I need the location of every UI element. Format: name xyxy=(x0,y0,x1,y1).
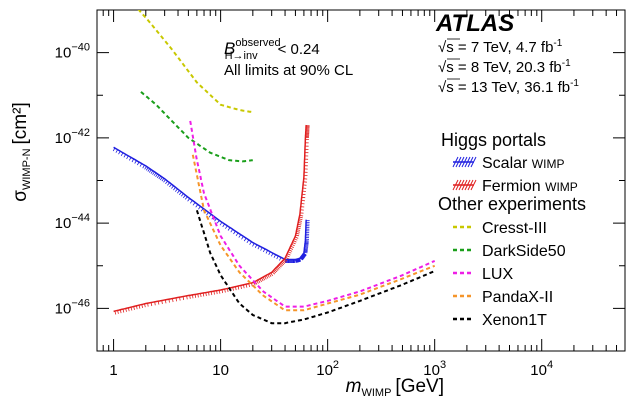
energy-lines: √s = 7 TeV, 4.7 fb-1 √s = 8 TeV, 20.3 fb-… xyxy=(438,38,579,96)
legend-label: Xenon1T xyxy=(482,312,547,329)
branching-ratio-cut: Bobserved H→inv < 0.24 xyxy=(224,37,320,62)
axis-ticks xyxy=(96,9,626,352)
legend-swatch-hatch xyxy=(452,179,477,191)
legend-item-xenon1t: Xenon1T xyxy=(453,312,547,329)
y-tick-label: 10−40 xyxy=(55,42,90,62)
legend-item-scalar-wimp: Scalar WIMP xyxy=(452,155,564,172)
x-tick-label: 102 xyxy=(316,359,339,379)
energy-line: √s = 7 TeV, 4.7 fb-1 xyxy=(438,38,563,56)
series-line-xenon1t xyxy=(195,210,436,325)
legend-item-darkside50: DarkSide50 xyxy=(453,243,566,260)
legend-label: Cresst-III xyxy=(482,220,547,237)
limit-curves xyxy=(112,10,436,325)
energy-line: √s = 8 TeV, 20.3 fb-1 xyxy=(438,58,571,76)
series-line-darkside50 xyxy=(140,91,253,163)
series-line-cresst-iii xyxy=(137,10,253,114)
legend-swatch-hatch xyxy=(452,156,477,168)
y-axis-title: σWIMP-N[cm²] xyxy=(10,102,33,202)
legend-header-other: Other experiments xyxy=(438,194,586,214)
x-tick-labels: 1 10 102 103 104 xyxy=(109,359,553,379)
series-line-fermion-wimp xyxy=(113,124,307,313)
legend-header-higgs: Higgs portals xyxy=(441,130,546,150)
legend-label: Fermion WIMP xyxy=(482,178,578,195)
legend-label: PandaX-II xyxy=(482,289,553,306)
y-tick-labels: 10−46 10−44 10−42 10−40 xyxy=(55,42,90,318)
legend: Higgs portals Other experiments Scalar WIM… xyxy=(438,130,586,329)
energy-line: √s = 13 TeV, 36.1 fb-1 xyxy=(438,78,579,96)
series-line-lux xyxy=(189,120,436,308)
x-tick-label: 1 xyxy=(109,362,117,379)
x-tick-label: 104 xyxy=(530,359,553,379)
series-line-pandax-ii xyxy=(191,154,436,312)
x-tick-label: 103 xyxy=(423,359,446,379)
legend-item-fermion-wimp: Fermion WIMP xyxy=(452,178,578,195)
x-tick-label: 10 xyxy=(212,362,229,379)
series-hatch-fermion-wimp xyxy=(114,125,310,315)
legend-label: Scalar WIMP xyxy=(482,155,564,172)
confidence-level-note: All limits at 90% CL xyxy=(224,62,353,79)
legend-item-pandax-ii: PandaX-II xyxy=(453,289,553,306)
y-tick-label: 10−44 xyxy=(55,212,90,232)
atlas-label: ATLAS xyxy=(435,10,514,37)
series-line-scalar-wimp xyxy=(113,146,307,261)
legend-label: DarkSide50 xyxy=(482,243,566,260)
x-axis-title: mWIMP [GeV] xyxy=(346,376,444,399)
y-tick-label: 10−42 xyxy=(55,127,90,147)
legend-label: LUX xyxy=(482,266,513,283)
series-hatch-scalar-wimp xyxy=(112,147,310,263)
legend-item-lux: LUX xyxy=(453,266,513,283)
legend-item-cresst-iii: Cresst-III xyxy=(453,220,547,237)
y-tick-label: 10−46 xyxy=(55,297,90,317)
